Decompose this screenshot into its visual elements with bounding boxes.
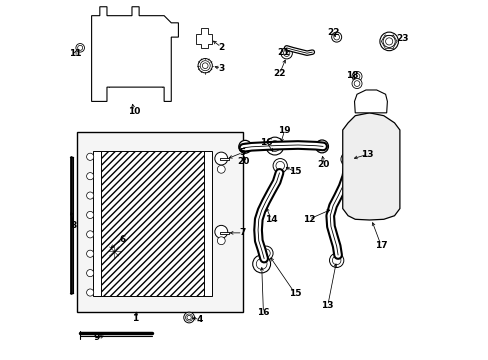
- Bar: [77, 132, 242, 312]
- Circle shape: [86, 153, 94, 160]
- Circle shape: [151, 46, 162, 57]
- Circle shape: [315, 140, 328, 153]
- Text: 12: 12: [302, 215, 314, 224]
- Circle shape: [86, 192, 94, 199]
- Circle shape: [198, 59, 212, 73]
- Bar: [100, 152, 205, 296]
- Text: 2: 2: [218, 42, 224, 51]
- Circle shape: [258, 246, 272, 260]
- Circle shape: [331, 32, 341, 42]
- Circle shape: [214, 152, 227, 165]
- Circle shape: [340, 152, 354, 166]
- Text: 22: 22: [327, 28, 339, 37]
- Circle shape: [238, 140, 251, 153]
- Text: 14: 14: [264, 215, 277, 224]
- Text: 6: 6: [119, 235, 125, 244]
- Circle shape: [86, 250, 94, 257]
- Text: 23: 23: [395, 34, 408, 43]
- Polygon shape: [342, 113, 399, 220]
- Text: 11: 11: [68, 49, 81, 58]
- Text: 5: 5: [239, 148, 245, 157]
- Text: 13: 13: [361, 150, 373, 159]
- Text: 18: 18: [346, 71, 358, 80]
- Circle shape: [379, 32, 398, 51]
- Circle shape: [183, 312, 194, 323]
- Text: 10: 10: [127, 107, 140, 116]
- Text: 13: 13: [321, 301, 333, 310]
- Circle shape: [217, 165, 225, 173]
- Text: 20: 20: [237, 157, 249, 166]
- Circle shape: [364, 91, 377, 104]
- Circle shape: [86, 172, 94, 180]
- Text: 8: 8: [70, 221, 77, 230]
- Circle shape: [272, 158, 287, 173]
- Circle shape: [76, 44, 84, 52]
- Polygon shape: [91, 7, 178, 102]
- Circle shape: [329, 253, 343, 267]
- Circle shape: [86, 231, 94, 238]
- Bar: [204, 152, 212, 296]
- Text: 7: 7: [239, 228, 245, 237]
- Circle shape: [86, 289, 94, 296]
- Text: 16: 16: [257, 309, 269, 318]
- Bar: [93, 152, 101, 296]
- Text: 19: 19: [278, 126, 290, 135]
- Text: 21: 21: [276, 48, 289, 57]
- Polygon shape: [354, 90, 386, 113]
- Circle shape: [86, 211, 94, 219]
- Text: 9: 9: [93, 333, 99, 342]
- Bar: [114, 69, 135, 84]
- Circle shape: [107, 244, 121, 258]
- Circle shape: [265, 137, 283, 155]
- Text: 4: 4: [196, 315, 203, 324]
- Circle shape: [281, 48, 292, 59]
- Bar: [142, 69, 157, 84]
- Text: 15: 15: [288, 289, 301, 298]
- Circle shape: [214, 225, 227, 238]
- Circle shape: [351, 78, 361, 89]
- Text: 15: 15: [288, 167, 301, 176]
- Text: 22: 22: [273, 69, 285, 78]
- Circle shape: [217, 237, 225, 245]
- Text: 20: 20: [317, 160, 329, 169]
- Text: 16: 16: [260, 138, 272, 147]
- Text: 1: 1: [132, 314, 139, 323]
- Circle shape: [252, 255, 270, 273]
- Text: 17: 17: [374, 240, 386, 249]
- Polygon shape: [196, 28, 212, 48]
- Text: 3: 3: [218, 64, 224, 73]
- Circle shape: [351, 71, 361, 81]
- Circle shape: [113, 45, 125, 58]
- Circle shape: [86, 270, 94, 277]
